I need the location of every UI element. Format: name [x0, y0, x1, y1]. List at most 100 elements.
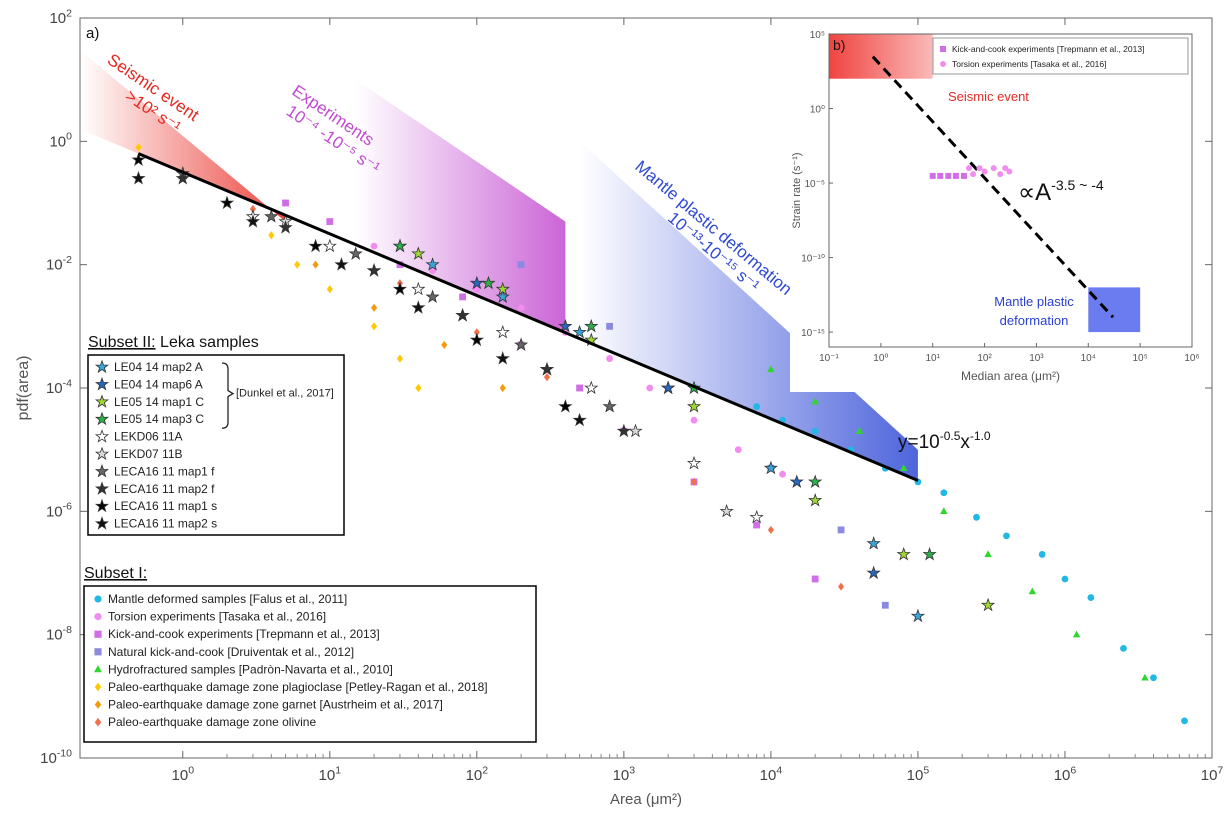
legend-marker-subset2 [94, 411, 110, 426]
point-4 [855, 427, 864, 434]
fit-line-b [871, 55, 1115, 319]
point-9 [789, 474, 804, 488]
legend-marker-subset2 [94, 446, 110, 461]
y-tick-label-a-base: 10 [46, 380, 63, 397]
y-tick-label-a-base: 10 [46, 627, 63, 644]
point-2 [753, 521, 761, 529]
x-tick-label-a-base: 10 [1054, 767, 1071, 784]
point-2 [811, 575, 819, 583]
y-tick-label-b: 10⁰ [810, 105, 825, 116]
legend-marker-subset2 [94, 376, 110, 391]
inset-point-1 [965, 165, 972, 172]
point-7 [690, 477, 698, 486]
point-6 [371, 303, 378, 312]
x-tick-label-b: 10² [977, 353, 992, 364]
point-9 [469, 275, 484, 290]
legend-label-subset1: Hydrofractured samples [Padròn-Navarta e… [108, 662, 393, 676]
point-0 [1003, 532, 1010, 540]
inset-point-1 [1006, 168, 1013, 175]
point-2 [326, 218, 334, 225]
point-4 [984, 550, 992, 558]
legend-label-subset1: Mantle deformed samples [Falus et al., 2… [108, 592, 347, 606]
point-4 [1141, 673, 1149, 681]
x-tick-label-b: 10⁰ [873, 353, 888, 364]
point-17 [572, 412, 587, 427]
point-14 [264, 209, 279, 223]
point-2 [282, 199, 289, 207]
point-8 [425, 257, 440, 271]
point-11 [481, 275, 496, 290]
y-tick-label-a-exp: -4 [63, 377, 72, 389]
x-tick-label-b: 10³ [1029, 353, 1044, 364]
point-8 [866, 536, 881, 550]
point-12 [411, 281, 426, 296]
plot-area-b [828, 33, 1193, 348]
point-0 [811, 427, 819, 435]
point-12 [749, 509, 764, 524]
x-tick-label-a-exp: 5 [923, 764, 929, 776]
x-tick-label-a-exp: 3 [629, 764, 635, 776]
y-tick-label-a-exp: -2 [63, 254, 72, 266]
legend-marker-subset2 [94, 359, 110, 374]
point-5 [326, 285, 333, 294]
x-tick-label-a-base: 10 [319, 767, 336, 784]
point-15 [278, 220, 293, 234]
point-14 [602, 399, 617, 413]
fit-label-b-prefix: ∝A [1018, 179, 1051, 206]
point-15 [616, 423, 631, 438]
x-tick-label-a-base: 10 [466, 767, 483, 784]
point-14 [425, 289, 440, 303]
point-4 [767, 365, 775, 373]
point-7 [837, 582, 845, 591]
y-tick-label-a: 100 [49, 131, 72, 151]
legend-box-subset2 [87, 354, 345, 536]
legend-box-subset1 [83, 585, 537, 743]
point-10 [411, 246, 426, 260]
point-6 [312, 260, 319, 269]
point-3 [881, 601, 889, 609]
point-9 [558, 318, 573, 333]
y-tick-label-a-exp: -8 [63, 624, 72, 636]
y-tick-label-a: 10-4 [46, 377, 72, 397]
legend-label-subset1: Paleo-earthquake damage zone olivine [108, 715, 316, 729]
legend-label-subset1: Paleo-earthquake damage zone garnet [Aus… [108, 698, 443, 712]
point-16 [219, 195, 235, 210]
x-tick-label-a-base: 10 [760, 767, 777, 784]
point-1 [370, 242, 378, 250]
legend-label-subset2: LE04 14 map2 A [114, 360, 203, 374]
point-4 [1028, 587, 1037, 595]
y-tick-label-a-exp: -6 [63, 501, 72, 513]
panel-label-b: b) [833, 37, 845, 53]
x-axis-label-b: Median area (μm²) [961, 369, 1060, 383]
point-7 [543, 373, 551, 382]
fit-equation-a: y=10-0.5x-1.0 [898, 429, 991, 453]
legend-title-subset2: Subset II: Leka samples [88, 334, 259, 351]
point-8 [495, 289, 510, 304]
y-tick-label-a: 10-2 [46, 254, 72, 274]
point-9 [866, 565, 881, 580]
legend-box-b [932, 37, 1189, 75]
legend-label-subset2: LEKD06 11A [114, 430, 183, 444]
inset-b: Seismic event Mantle plastic deformation b)… [790, 28, 1202, 392]
x-tick-label-a: 102 [466, 764, 489, 784]
inset-point-1 [990, 165, 997, 172]
point-0 [973, 513, 980, 521]
point-3 [837, 526, 845, 534]
point-0 [753, 403, 761, 410]
legend-label-b: Torsion experiments [Tasaka et al., 2016… [952, 59, 1107, 69]
legend-label-subset2: LECA16 11 map1 f [114, 464, 215, 478]
x-tick-label-a-base: 10 [613, 767, 630, 784]
legend-label-subset2: LECA16 11 map2 f [114, 482, 215, 496]
y-tick-label-a-base: 10 [49, 133, 66, 150]
legend-label-subset2: LE05 14 map1 C [114, 395, 204, 409]
point-5 [415, 383, 422, 393]
x-tick-label-b: 10¹ [925, 353, 940, 364]
point-1 [734, 446, 742, 454]
point-17 [495, 351, 510, 365]
point-14 [348, 246, 363, 260]
point-7 [473, 328, 480, 337]
inset-point-0 [929, 172, 936, 179]
point-7 [767, 525, 774, 534]
legend-marker-subset2 [94, 481, 110, 495]
point-1 [779, 470, 786, 478]
